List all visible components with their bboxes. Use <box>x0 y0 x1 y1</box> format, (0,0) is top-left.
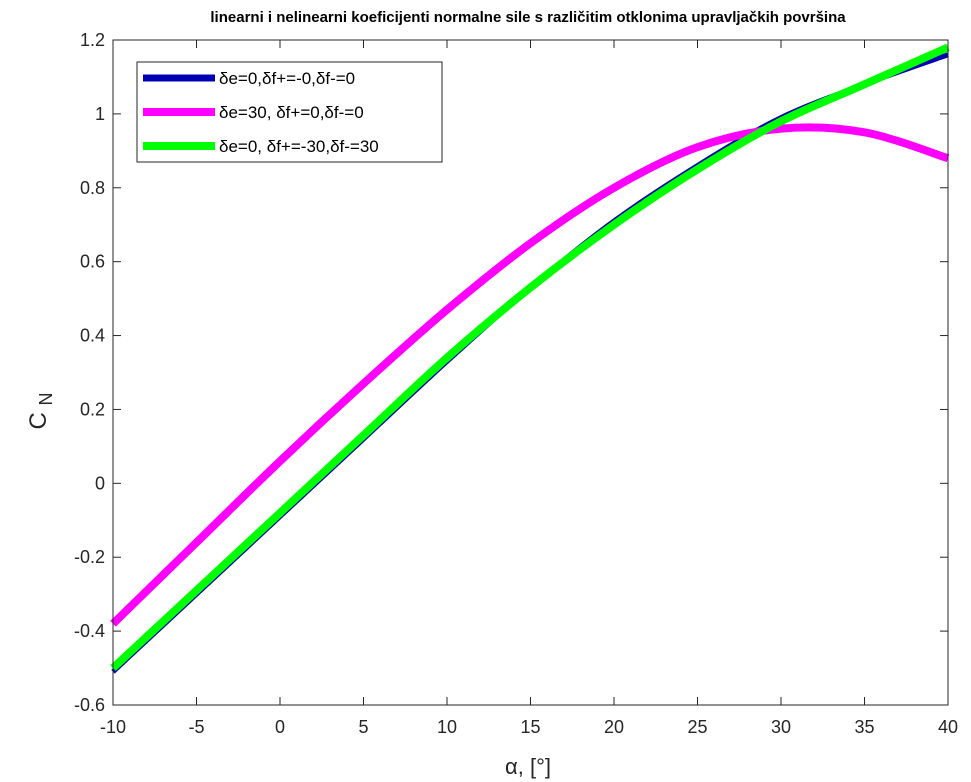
y-tick-label: 1.2 <box>80 30 105 50</box>
y-axis-label-subscript: N <box>36 392 56 405</box>
x-tick-label: 10 <box>437 717 457 737</box>
x-tick-label: 20 <box>604 717 624 737</box>
y-tick-label: -0.2 <box>74 547 105 567</box>
y-tick-label: 0.4 <box>80 326 105 346</box>
x-tick-label: 35 <box>854 717 874 737</box>
series-line-3 <box>110 43 950 671</box>
series-layer <box>110 43 950 674</box>
y-tick-label: -0.4 <box>74 621 105 641</box>
legend-label-3: δe=0, δf+=-30,δf-=30 <box>219 137 379 156</box>
x-tick-label: 0 <box>275 717 285 737</box>
y-tick-label: 0.2 <box>80 399 105 419</box>
legend: δe=0,δf+=-0,δf-=0 δe=30, δf+=0,δf-=0 δe=0,… <box>136 61 443 163</box>
x-tick-label: -5 <box>188 717 204 737</box>
chart-title: linearni i nelinearni koeficijenti norma… <box>210 9 846 26</box>
x-tick-label: 25 <box>687 717 707 737</box>
y-axis-label: C <box>25 412 52 429</box>
x-axis-label: α, [°] <box>505 754 551 779</box>
x-tick-label: 15 <box>520 717 540 737</box>
x-tick-label: 30 <box>771 717 791 737</box>
y-tick-label: 1 <box>95 104 105 124</box>
y-tick-label: 0.6 <box>80 252 105 272</box>
x-tick-label: 40 <box>938 717 958 737</box>
ticks-layer: -10 -5 0 5 10 15 20 25 30 35 40 -0.6 -0.4 -0.2 0 0.2 0.4… <box>74 30 958 737</box>
x-tick-label: 5 <box>358 717 368 737</box>
legend-label-2: δe=30, δf+=0,δf-=0 <box>219 103 364 122</box>
legend-label-1: δe=0,δf+=-0,δf-=0 <box>219 69 355 88</box>
y-tick-label: -0.6 <box>74 695 105 715</box>
y-tick-label: 0.8 <box>80 178 105 198</box>
series-line-2 <box>110 123 950 627</box>
x-tick-label: -10 <box>100 717 126 737</box>
svg-text:C N: C N <box>25 392 56 429</box>
y-axis-label-group: C N <box>25 392 56 429</box>
y-tick-label: 0 <box>95 473 105 493</box>
